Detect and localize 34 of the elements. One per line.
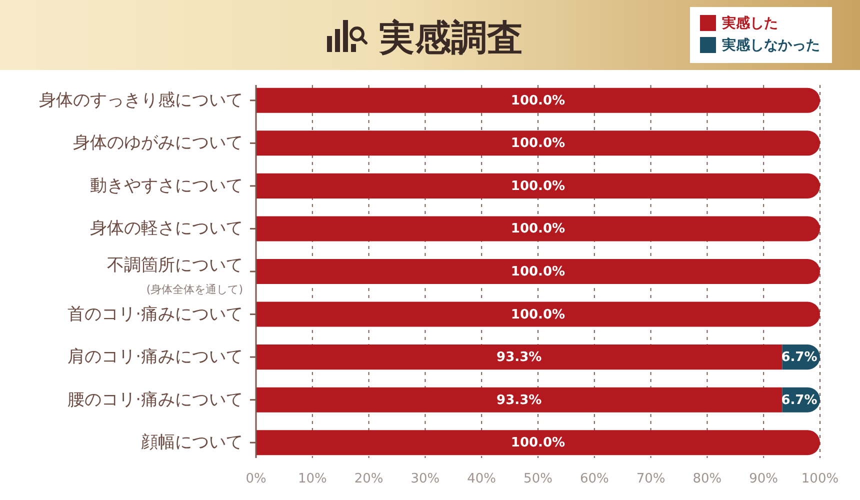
data-label: 6.7% bbox=[781, 350, 818, 366]
y-tick-label: 身体の軽さについて bbox=[90, 218, 243, 239]
y-tick-label: 顔幅について bbox=[141, 432, 243, 453]
data-label: 100.0% bbox=[510, 307, 566, 322]
y-tick-label: 不調箇所について (身体全体を通して) bbox=[107, 256, 243, 296]
data-label: 93.3% bbox=[496, 350, 542, 366]
data-label: 100.0% bbox=[510, 436, 566, 451]
x-tick-label: 0% bbox=[246, 472, 266, 486]
x-tick-label: 20% bbox=[354, 472, 384, 486]
x-tick-label: 10% bbox=[298, 472, 327, 486]
x-tick-label: 60% bbox=[580, 472, 609, 486]
data-label: 100.0% bbox=[510, 93, 566, 108]
x-tick-label: 70% bbox=[636, 472, 666, 486]
data-label: 100.0% bbox=[510, 178, 566, 194]
x-tick-label: 50% bbox=[524, 472, 552, 486]
y-tick-label: 肩のコリ·痛みについて bbox=[68, 347, 243, 368]
data-label: 100.0% bbox=[510, 264, 566, 280]
y-tick-label: 動きやすさについて bbox=[90, 176, 243, 196]
y-tick-label: 腰のコリ·痛みについて bbox=[68, 390, 243, 410]
data-label: 6.7% bbox=[781, 392, 818, 408]
x-tick-label: 80% bbox=[692, 472, 722, 486]
legend-label: 実感しなかった bbox=[722, 36, 820, 54]
data-label: 100.0% bbox=[510, 136, 566, 152]
legend-label: 実感した bbox=[722, 14, 778, 32]
y-tick-label: 身体のゆがみについて bbox=[73, 133, 243, 154]
y-tick-label: 身体のすっきり感について bbox=[39, 90, 243, 110]
x-tick-label: 30% bbox=[410, 472, 440, 486]
chart-title: 実感調査 bbox=[378, 18, 523, 59]
x-tick-label: 40% bbox=[467, 472, 496, 486]
y-tick-label: 首のコリ·痛みについて bbox=[68, 304, 243, 324]
data-label: 93.3% bbox=[496, 392, 542, 408]
x-tick-label: 90% bbox=[749, 472, 778, 486]
x-tick-label: 100% bbox=[801, 472, 839, 486]
data-label: 100.0% bbox=[510, 222, 566, 237]
